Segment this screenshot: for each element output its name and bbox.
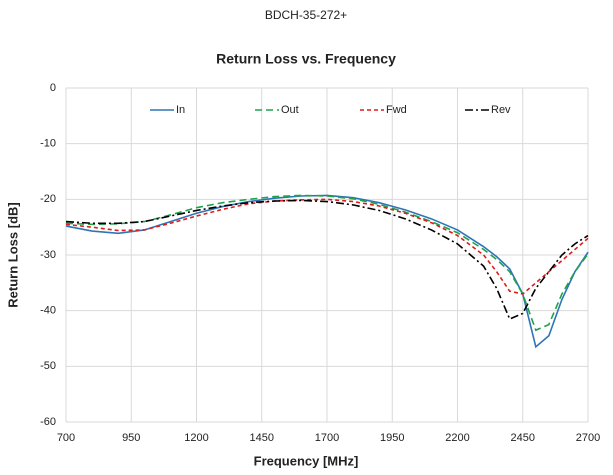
series-line <box>65 199 589 321</box>
legend-label: Fwd <box>386 104 407 116</box>
y-tick-label: -20 <box>40 193 56 205</box>
legend-label: Out <box>281 104 299 116</box>
y-tick-label: -60 <box>40 416 56 428</box>
y-tick-label: -50 <box>40 360 56 372</box>
suptitle: BDCH-35-272+ <box>265 8 347 22</box>
x-tick-label: 1450 <box>250 432 274 444</box>
legend-label: Rev <box>491 104 511 116</box>
y-tick-label: -10 <box>40 138 56 150</box>
x-tick-label: 2450 <box>511 432 535 444</box>
x-tick-label: 1950 <box>380 432 404 444</box>
y-tick-label: -30 <box>40 249 56 261</box>
x-tick-label: 2700 <box>576 432 600 444</box>
series-line <box>65 194 589 349</box>
chart-title: Return Loss vs. Frequency <box>216 51 396 67</box>
x-axis-label: Frequency [MHz] <box>254 453 359 468</box>
series-line <box>65 198 589 295</box>
y-tick-label: -40 <box>40 305 56 317</box>
x-tick-label: 1200 <box>184 432 208 444</box>
x-tick-label: 700 <box>57 432 75 444</box>
series-line <box>65 194 589 332</box>
x-tick-label: 950 <box>122 432 140 444</box>
y-tick-label: 0 <box>50 82 56 94</box>
legend-label: In <box>176 104 185 116</box>
y-axis-label: Return Loss [dB] <box>5 202 20 307</box>
x-tick-label: 2200 <box>445 432 469 444</box>
x-tick-label: 1700 <box>315 432 339 444</box>
